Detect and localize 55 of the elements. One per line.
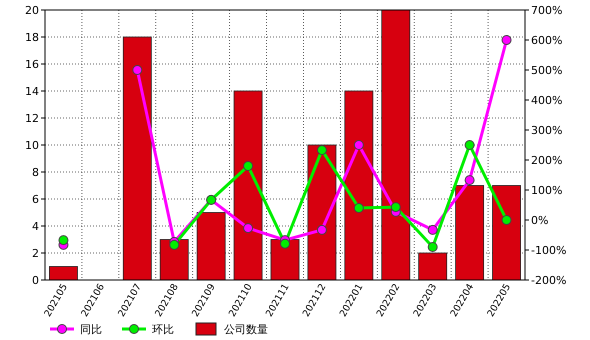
- bar: [344, 90, 374, 280]
- y2-tick-label: -200%: [531, 274, 566, 287]
- y2-tick-label: 300%: [531, 124, 562, 137]
- y-tick-label: 14: [25, 85, 39, 98]
- legend-label: 公司数量: [224, 323, 268, 336]
- y-tick-label: 10: [25, 139, 39, 152]
- point: [316, 145, 327, 156]
- bar: [492, 185, 521, 280]
- y-tick-label: 0: [32, 274, 39, 287]
- point: [280, 238, 290, 249]
- legend-label: 同比: [80, 323, 102, 336]
- y-tick-label: 20: [25, 4, 39, 17]
- legend-同比: 同比: [50, 323, 102, 336]
- y-tick-label: 16: [25, 58, 39, 71]
- bar: [418, 252, 448, 280]
- y2-tick-label: 100%: [531, 184, 562, 197]
- y-tick-label: 2: [32, 247, 39, 260]
- point: [243, 223, 254, 234]
- y-tick-label: 18: [25, 31, 39, 44]
- y-tick-label: 4: [32, 220, 39, 233]
- point: [58, 235, 68, 246]
- point: [243, 161, 254, 171]
- bar: [49, 266, 78, 280]
- y2-tick-label: 200%: [531, 154, 562, 167]
- y2-tick-label: -100%: [531, 244, 566, 257]
- point: [428, 224, 438, 235]
- point: [390, 202, 401, 212]
- point: [354, 140, 364, 150]
- bar: [122, 36, 152, 280]
- bar: [381, 10, 410, 280]
- point: [464, 175, 475, 186]
- point: [502, 35, 512, 45]
- legend-label: 环比: [152, 323, 174, 336]
- y2-tick-label: 0%: [531, 214, 548, 227]
- point: [354, 203, 364, 213]
- legend-环比: 环比: [122, 323, 174, 336]
- y2-tick-label: 400%: [531, 94, 562, 107]
- point: [132, 65, 142, 75]
- legend-公司数量: 公司数量: [196, 322, 268, 336]
- bar: [270, 239, 300, 280]
- point: [169, 240, 180, 250]
- point: [316, 224, 327, 235]
- y-tick-label: 6: [32, 193, 39, 206]
- y2-tick-label: 700%: [531, 4, 562, 17]
- y2-tick-label: 500%: [531, 64, 562, 77]
- bar: [234, 90, 263, 280]
- point: [464, 140, 475, 150]
- y-tick-label: 8: [32, 166, 39, 179]
- bar: [160, 239, 189, 280]
- y-tick-label: 12: [25, 112, 39, 125]
- point: [428, 242, 438, 252]
- point: [502, 215, 512, 225]
- bar: [196, 212, 226, 280]
- y2-tick-label: 600%: [531, 34, 562, 47]
- bar: [455, 185, 484, 280]
